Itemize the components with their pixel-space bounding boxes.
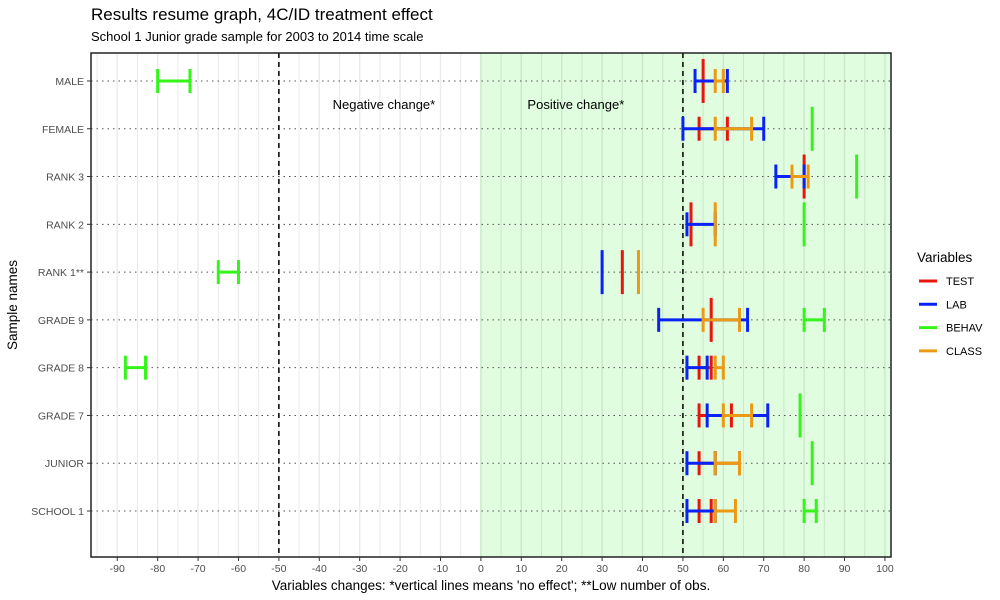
y-tick-label: GRADE 9 <box>38 315 84 327</box>
errorbar-behav <box>802 499 818 523</box>
y-tick-label: FEMALE <box>42 124 84 136</box>
x-tick-label: 100 <box>876 563 894 575</box>
errorbar-lab <box>685 355 709 380</box>
errorbar-class <box>713 116 754 141</box>
x-tick-label: 20 <box>556 563 568 575</box>
y-tick-label: MALE <box>55 76 84 88</box>
errorbar-class <box>713 68 725 93</box>
legend-label: LAB <box>946 299 967 311</box>
errorbar-class <box>721 403 754 428</box>
y-tick-label: SCHOOL 1 <box>31 506 84 518</box>
x-tick-label: -20 <box>392 563 407 575</box>
legend-item: LAB <box>919 299 967 311</box>
legend-label: CLASS <box>946 346 982 358</box>
legend-label: TEST <box>946 276 974 288</box>
x-tick-label: 30 <box>596 563 608 575</box>
y-tick-label: RANK 3 <box>46 172 84 184</box>
x-tick-label: -40 <box>312 563 327 575</box>
y-tick-label: GRADE 7 <box>38 410 84 422</box>
x-tick-label: 90 <box>839 563 851 575</box>
x-tick-label: 0 <box>478 563 484 575</box>
errorbar-class <box>701 307 741 332</box>
x-tick-label: -60 <box>231 563 246 575</box>
x-tick-label: 40 <box>637 563 649 575</box>
x-tick-label: -50 <box>271 563 286 575</box>
chart-title: Results resume graph, 4C/ID treatment ef… <box>91 5 433 24</box>
x-tick-label: -10 <box>433 563 448 575</box>
y-tick-label: JUNIOR <box>45 458 85 470</box>
legend-label: BEHAV <box>946 323 983 335</box>
x-tick-label: 80 <box>798 563 810 575</box>
y-tick-label: RANK 1** <box>38 267 84 279</box>
panel-border <box>90 52 892 558</box>
errorbar-behav <box>802 307 826 332</box>
x-tick-label: -90 <box>110 563 125 575</box>
x-axis-label: Variables changes: *vertical lines means… <box>272 578 710 593</box>
y-axis-label: Sample names <box>5 260 20 350</box>
x-tick-label: 10 <box>515 563 527 575</box>
errorbar-class <box>713 355 725 380</box>
legend-item: BEHAV <box>919 323 983 335</box>
errorbar-behav <box>216 260 240 285</box>
chart-subtitle: School 1 Junior grade sample for 2003 to… <box>91 29 424 44</box>
x-tick-label: -30 <box>352 563 367 575</box>
legend-item: CLASS <box>919 346 982 358</box>
errorbar-behav <box>123 355 148 380</box>
annotation-text: Positive change* <box>527 97 624 112</box>
y-tick-label: GRADE 8 <box>38 363 84 375</box>
legend-title: Variables <box>917 250 973 265</box>
x-tick-label: 70 <box>758 563 770 575</box>
x-tick-label: 60 <box>717 563 729 575</box>
errorbar-class <box>713 451 741 476</box>
x-tick-label: -80 <box>150 563 165 575</box>
errorbar-class <box>790 164 810 189</box>
legend-item: TEST <box>919 276 974 288</box>
x-tick-label: 50 <box>677 563 689 575</box>
x-tick-label: -70 <box>190 563 205 575</box>
annotation-text: Negative change* <box>333 97 436 112</box>
y-tick-label: RANK 2 <box>46 219 84 231</box>
errorbar-class <box>713 499 737 523</box>
errorbar-behav <box>156 68 192 93</box>
